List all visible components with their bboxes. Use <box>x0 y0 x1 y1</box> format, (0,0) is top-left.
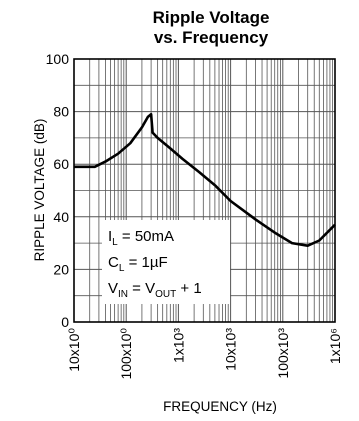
y-tick-label: 20 <box>53 261 69 277</box>
y-tick-label: 80 <box>53 104 69 120</box>
y-axis-label: RIPPLE VOLTAGE (dB) <box>32 119 47 262</box>
ripple-voltage-curve <box>74 112 336 247</box>
conditions-annotation: IL = 50mA CL = 1µF VIN = VOUT + 1 <box>102 220 230 304</box>
chart-title-line2: vs. Frequency <box>154 28 269 47</box>
chart-title-line1: Ripple Voltage <box>153 8 270 27</box>
x-tick-label: 1x10³ <box>170 328 186 363</box>
annotation-line-input-voltage: VIN = VOUT + 1 <box>108 280 202 300</box>
plot-border <box>73 58 336 323</box>
plot-frame <box>73 58 336 323</box>
series-layer <box>74 112 336 247</box>
y-tick-label: 100 <box>46 51 70 67</box>
x-axis-label: FREQUENCY (Hz) <box>163 399 277 414</box>
x-tick-label: 10x10³ <box>223 328 239 371</box>
y-tick-label: 0 <box>61 314 69 330</box>
x-tick-label: 100x10⁰ <box>118 328 134 380</box>
y-tick-label: 40 <box>53 209 69 225</box>
annotation-line-load-current: IL = 50mA <box>108 228 174 248</box>
y-tick-labels: 0 20 40 60 80 100 <box>46 51 70 330</box>
x-tick-label: 100x10³ <box>275 328 291 379</box>
y-tick-label: 60 <box>53 156 69 172</box>
annotation-line-load-capacitance: CL = 1µF <box>108 254 168 274</box>
x-tick-label: 10x10⁰ <box>66 328 82 372</box>
annotation-box <box>102 220 230 304</box>
x-tick-label: 1x10⁶ <box>327 328 343 364</box>
x-tick-labels: 10x10⁰ 100x10⁰ 1x10³ 10x10³ 100x10³ 1x10⁶ <box>66 328 343 380</box>
